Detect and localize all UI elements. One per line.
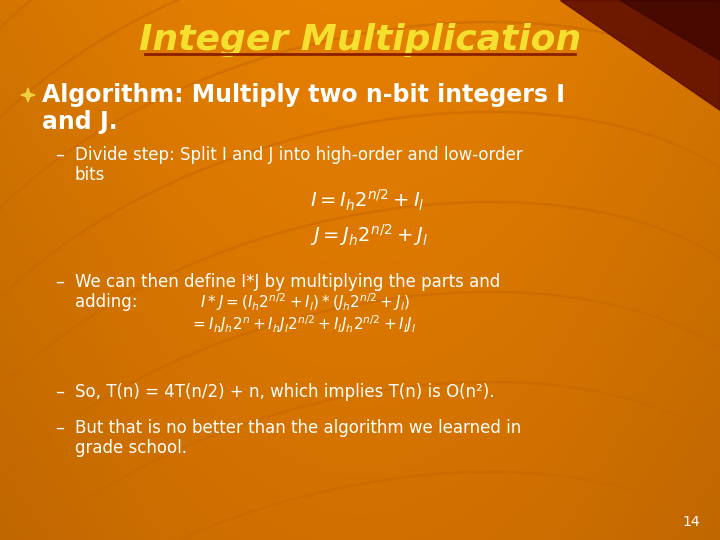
- Text: –: –: [55, 383, 64, 401]
- Text: $I = I_h 2^{n/2} + I_l$: $I = I_h 2^{n/2} + I_l$: [310, 187, 425, 213]
- Text: adding:: adding:: [75, 293, 138, 311]
- Polygon shape: [21, 88, 35, 102]
- Text: 14: 14: [683, 515, 700, 529]
- Text: So, T(n) = 4T(n/2) + n, which implies T(n) is O(n²).: So, T(n) = 4T(n/2) + n, which implies T(…: [75, 383, 495, 401]
- Text: bits: bits: [75, 166, 105, 184]
- Text: Algorithm: Multiply two n-bit integers I: Algorithm: Multiply two n-bit integers I: [42, 83, 565, 107]
- Text: grade school.: grade school.: [75, 439, 187, 457]
- Text: –: –: [55, 146, 64, 164]
- Text: –: –: [55, 273, 64, 291]
- Text: Integer Multiplication: Integer Multiplication: [139, 23, 581, 57]
- Text: $I * J = (I_h 2^{n/2} + I_l)*(J_h 2^{n/2} + J_l)$: $I * J = (I_h 2^{n/2} + I_l)*(J_h 2^{n/2…: [200, 291, 410, 313]
- Text: –: –: [55, 419, 64, 437]
- Text: $= I_h J_h 2^{n} + I_h J_l 2^{n/2} + I_l J_h 2^{n/2} + I_l J_l$: $= I_h J_h 2^{n} + I_h J_l 2^{n/2} + I_l…: [190, 313, 416, 335]
- Text: $J = J_h 2^{n/2} + J_l$: $J = J_h 2^{n/2} + J_l$: [310, 222, 428, 248]
- Text: But that is no better than the algorithm we learned in: But that is no better than the algorithm…: [75, 419, 521, 437]
- Text: We can then define I*J by multiplying the parts and: We can then define I*J by multiplying th…: [75, 273, 500, 291]
- Polygon shape: [620, 0, 720, 60]
- Text: Divide step: Split I and J into high-order and low-order: Divide step: Split I and J into high-ord…: [75, 146, 523, 164]
- Polygon shape: [560, 0, 720, 110]
- Text: and J.: and J.: [42, 110, 117, 134]
